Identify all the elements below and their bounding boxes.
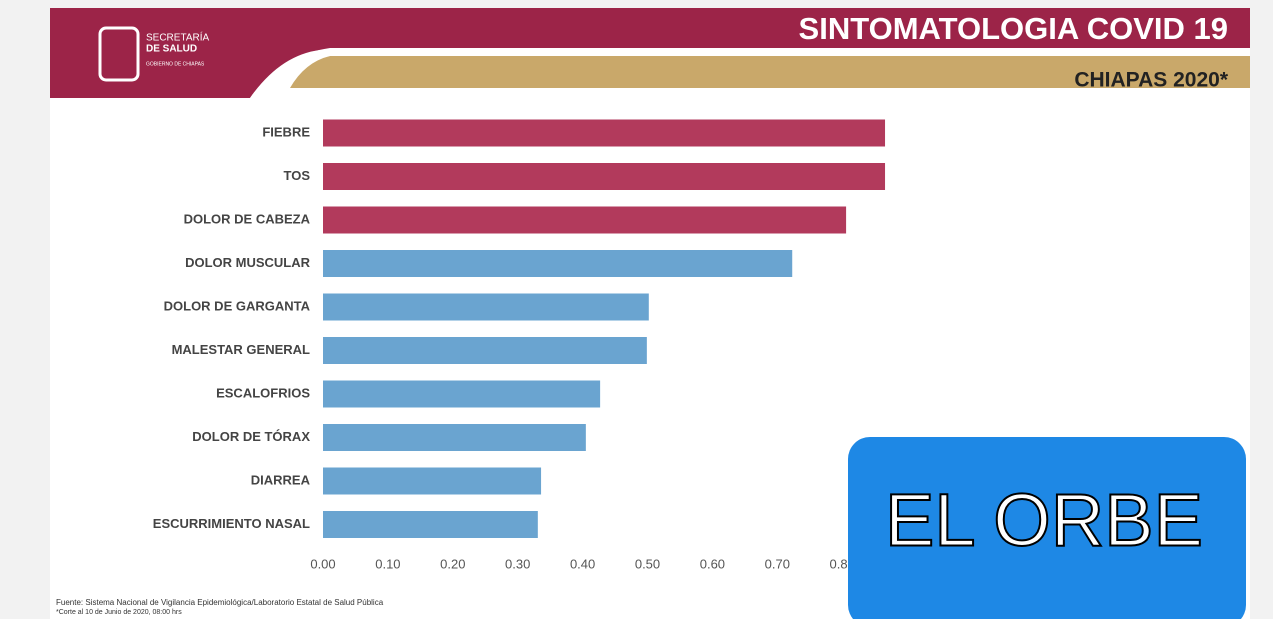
y-tick-label: ESCURRIMIENTO NASAL xyxy=(153,516,310,531)
footnote: *Corte al 10 de Junio de 2020, 08:00 hrs xyxy=(56,609,182,616)
y-tick-label: DOLOR DE CABEZA xyxy=(184,211,311,226)
y-tick-label: FIEBRE xyxy=(262,124,310,139)
header-gold-band xyxy=(290,56,1250,88)
header-stripe xyxy=(250,50,1250,98)
bar xyxy=(323,119,886,147)
x-tick-label: 0.00 xyxy=(310,556,335,571)
y-tick-label: DOLOR MUSCULAR xyxy=(185,255,311,270)
bar xyxy=(323,511,538,538)
bar xyxy=(323,206,847,234)
bar xyxy=(323,293,649,321)
y-tick-label: MALESTAR GENERAL xyxy=(172,342,310,357)
y-tick-label: DOLOR DE TÓRAX xyxy=(192,429,310,444)
logo-text: GOBIERNO DE CHIAPAS xyxy=(146,61,205,67)
x-tick-label: 0.50 xyxy=(635,556,660,571)
y-tick-label: DOLOR DE GARGANTA xyxy=(164,298,311,313)
plot: 0.00 0.10 0.20 0.30 0.40 0.50 0.60 0.70 0.80FIEB… xyxy=(153,119,886,571)
y-tick-label: TOS xyxy=(284,168,311,183)
x-tick-label: 0.10 xyxy=(375,556,400,571)
bar xyxy=(323,424,586,451)
chart-title: SINTOMATOLOGIA COVID 19 xyxy=(799,11,1228,46)
footnote: Fuente: Sistema Nacional de Vigilancia E… xyxy=(56,598,384,607)
header-band xyxy=(50,8,1250,98)
bar xyxy=(323,467,542,495)
watermark-text: EL ORBE xyxy=(885,479,1203,562)
logo-text: DE SALUD xyxy=(146,44,197,55)
x-tick-label: 0.20 xyxy=(440,556,465,571)
bar xyxy=(323,380,601,408)
logo-text: SECRETARÍA xyxy=(146,31,209,44)
watermark-box xyxy=(848,437,1246,619)
y-tick-label: DIARREA xyxy=(251,472,311,487)
x-tick-label: 0.60 xyxy=(700,556,725,571)
x-tick-label: 0.70 xyxy=(765,556,790,571)
bar xyxy=(323,250,793,277)
logo-shield xyxy=(98,26,140,82)
x-tick-label: 0.30 xyxy=(505,556,530,571)
bar xyxy=(323,337,647,364)
y-tick-label: ESCALOFRIOS xyxy=(216,385,310,400)
bar xyxy=(323,163,886,190)
chart-subtitle: CHIAPAS 2020* xyxy=(1074,69,1229,92)
x-tick-label: 0.40 xyxy=(570,556,595,571)
